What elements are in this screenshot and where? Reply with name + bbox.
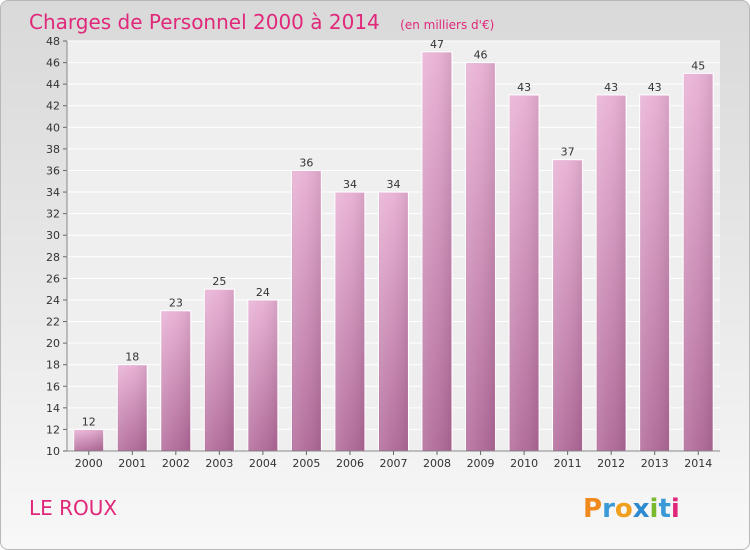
value-label: 43	[604, 81, 618, 94]
bar-shine	[74, 430, 103, 450]
logo-letter: i	[671, 494, 680, 524]
x-tick-label: 2009	[467, 457, 495, 470]
value-label: 47	[430, 38, 444, 51]
chart-title-main: Charges de Personnel 2000 à 2014	[29, 10, 380, 34]
bars	[73, 51, 714, 452]
bar-shine	[423, 52, 452, 450]
x-tick-label: 2014	[684, 457, 712, 470]
value-labels: 12 18 23 25 24 36 34 34 47 46 43 37 43 43 45	[82, 38, 705, 429]
x-tick-label: 2010	[510, 457, 538, 470]
proxiti-logo: Proxiti	[583, 494, 680, 524]
x-tick-label: 2005	[292, 457, 320, 470]
value-label: 12	[82, 415, 96, 428]
place-name: LE ROUX	[29, 496, 117, 520]
y-tick-label: 38	[46, 143, 60, 156]
value-label: 36	[299, 156, 313, 169]
logo-letter: i	[650, 494, 659, 524]
x-tick-label: 2003	[205, 457, 233, 470]
y-tick-label: 46	[46, 57, 60, 70]
x-tick-label: 2004	[249, 457, 277, 470]
x-tick-label: 2007	[380, 457, 408, 470]
y-tick-label: 24	[46, 294, 60, 307]
x-tick-label: 2011	[554, 457, 582, 470]
bar-shine	[248, 300, 277, 450]
x-axis: 2000 2001 2002 2003 2004 2005 2006 2007 2008 2009…	[67, 450, 720, 470]
value-label: 37	[561, 146, 575, 159]
y-axis: 10 12 14 16 18 20 22 24 26 28 30 32 34 36 38 40 42 44 46 48	[46, 35, 68, 458]
bar-shine	[466, 63, 495, 450]
bar-shine	[597, 95, 626, 451]
bar-shine	[684, 74, 713, 451]
value-label: 43	[648, 81, 662, 94]
bar-shine	[292, 171, 321, 450]
value-label: 18	[125, 351, 139, 364]
chart-subtitle: (en milliers d'€)	[400, 18, 494, 32]
value-label: 45	[691, 59, 705, 72]
bar-shine	[510, 95, 539, 451]
logo-letter: o	[615, 494, 633, 524]
x-tick-label: 2001	[118, 457, 146, 470]
x-tick-label: 2012	[597, 457, 625, 470]
x-tick-label: 2008	[423, 457, 451, 470]
value-label: 24	[256, 286, 270, 299]
y-tick-label: 20	[46, 337, 60, 350]
x-tick-label: 2013	[641, 457, 669, 470]
y-tick-label: 22	[46, 316, 60, 329]
y-tick-label: 28	[46, 251, 60, 264]
value-label: 25	[212, 275, 226, 288]
logo-letter: t	[658, 494, 670, 524]
value-label: 23	[169, 297, 183, 310]
y-tick-label: 16	[46, 380, 60, 393]
bar-shine	[161, 311, 190, 450]
x-tick-label: 2006	[336, 457, 364, 470]
y-tick-label: 18	[46, 359, 60, 372]
value-label: 34	[387, 178, 401, 191]
y-tick-label: 12	[46, 423, 60, 436]
value-label: 43	[517, 81, 531, 94]
value-label: 34	[343, 178, 357, 191]
bar-shine	[205, 290, 234, 450]
bar-shine	[553, 160, 582, 450]
bar-shine	[379, 193, 408, 451]
logo-letter: r	[602, 494, 615, 524]
y-tick-label: 44	[46, 78, 60, 91]
y-tick-label: 48	[46, 35, 60, 48]
x-tick-label: 2002	[162, 457, 190, 470]
y-tick-label: 32	[46, 208, 60, 221]
y-tick-label: 36	[46, 164, 60, 177]
bar-shine	[335, 193, 364, 451]
logo-letter: x	[633, 494, 650, 524]
y-tick-label: 26	[46, 272, 60, 285]
y-tick-label: 10	[46, 445, 60, 458]
bar-shine	[118, 365, 147, 450]
y-tick-label: 34	[46, 186, 60, 199]
proxiti-logo-text: Proxiti	[583, 494, 680, 524]
y-tick-label: 14	[46, 402, 60, 415]
x-tick-label: 2000	[75, 457, 103, 470]
bar-shine	[640, 95, 669, 451]
y-tick-label: 40	[46, 121, 60, 134]
y-tick-label: 42	[46, 100, 60, 113]
y-tick-label: 30	[46, 229, 60, 242]
chart-title: Charges de Personnel 2000 à 2014 (en mil…	[29, 10, 494, 34]
value-label: 46	[474, 49, 488, 62]
logo-letter: P	[583, 494, 602, 524]
